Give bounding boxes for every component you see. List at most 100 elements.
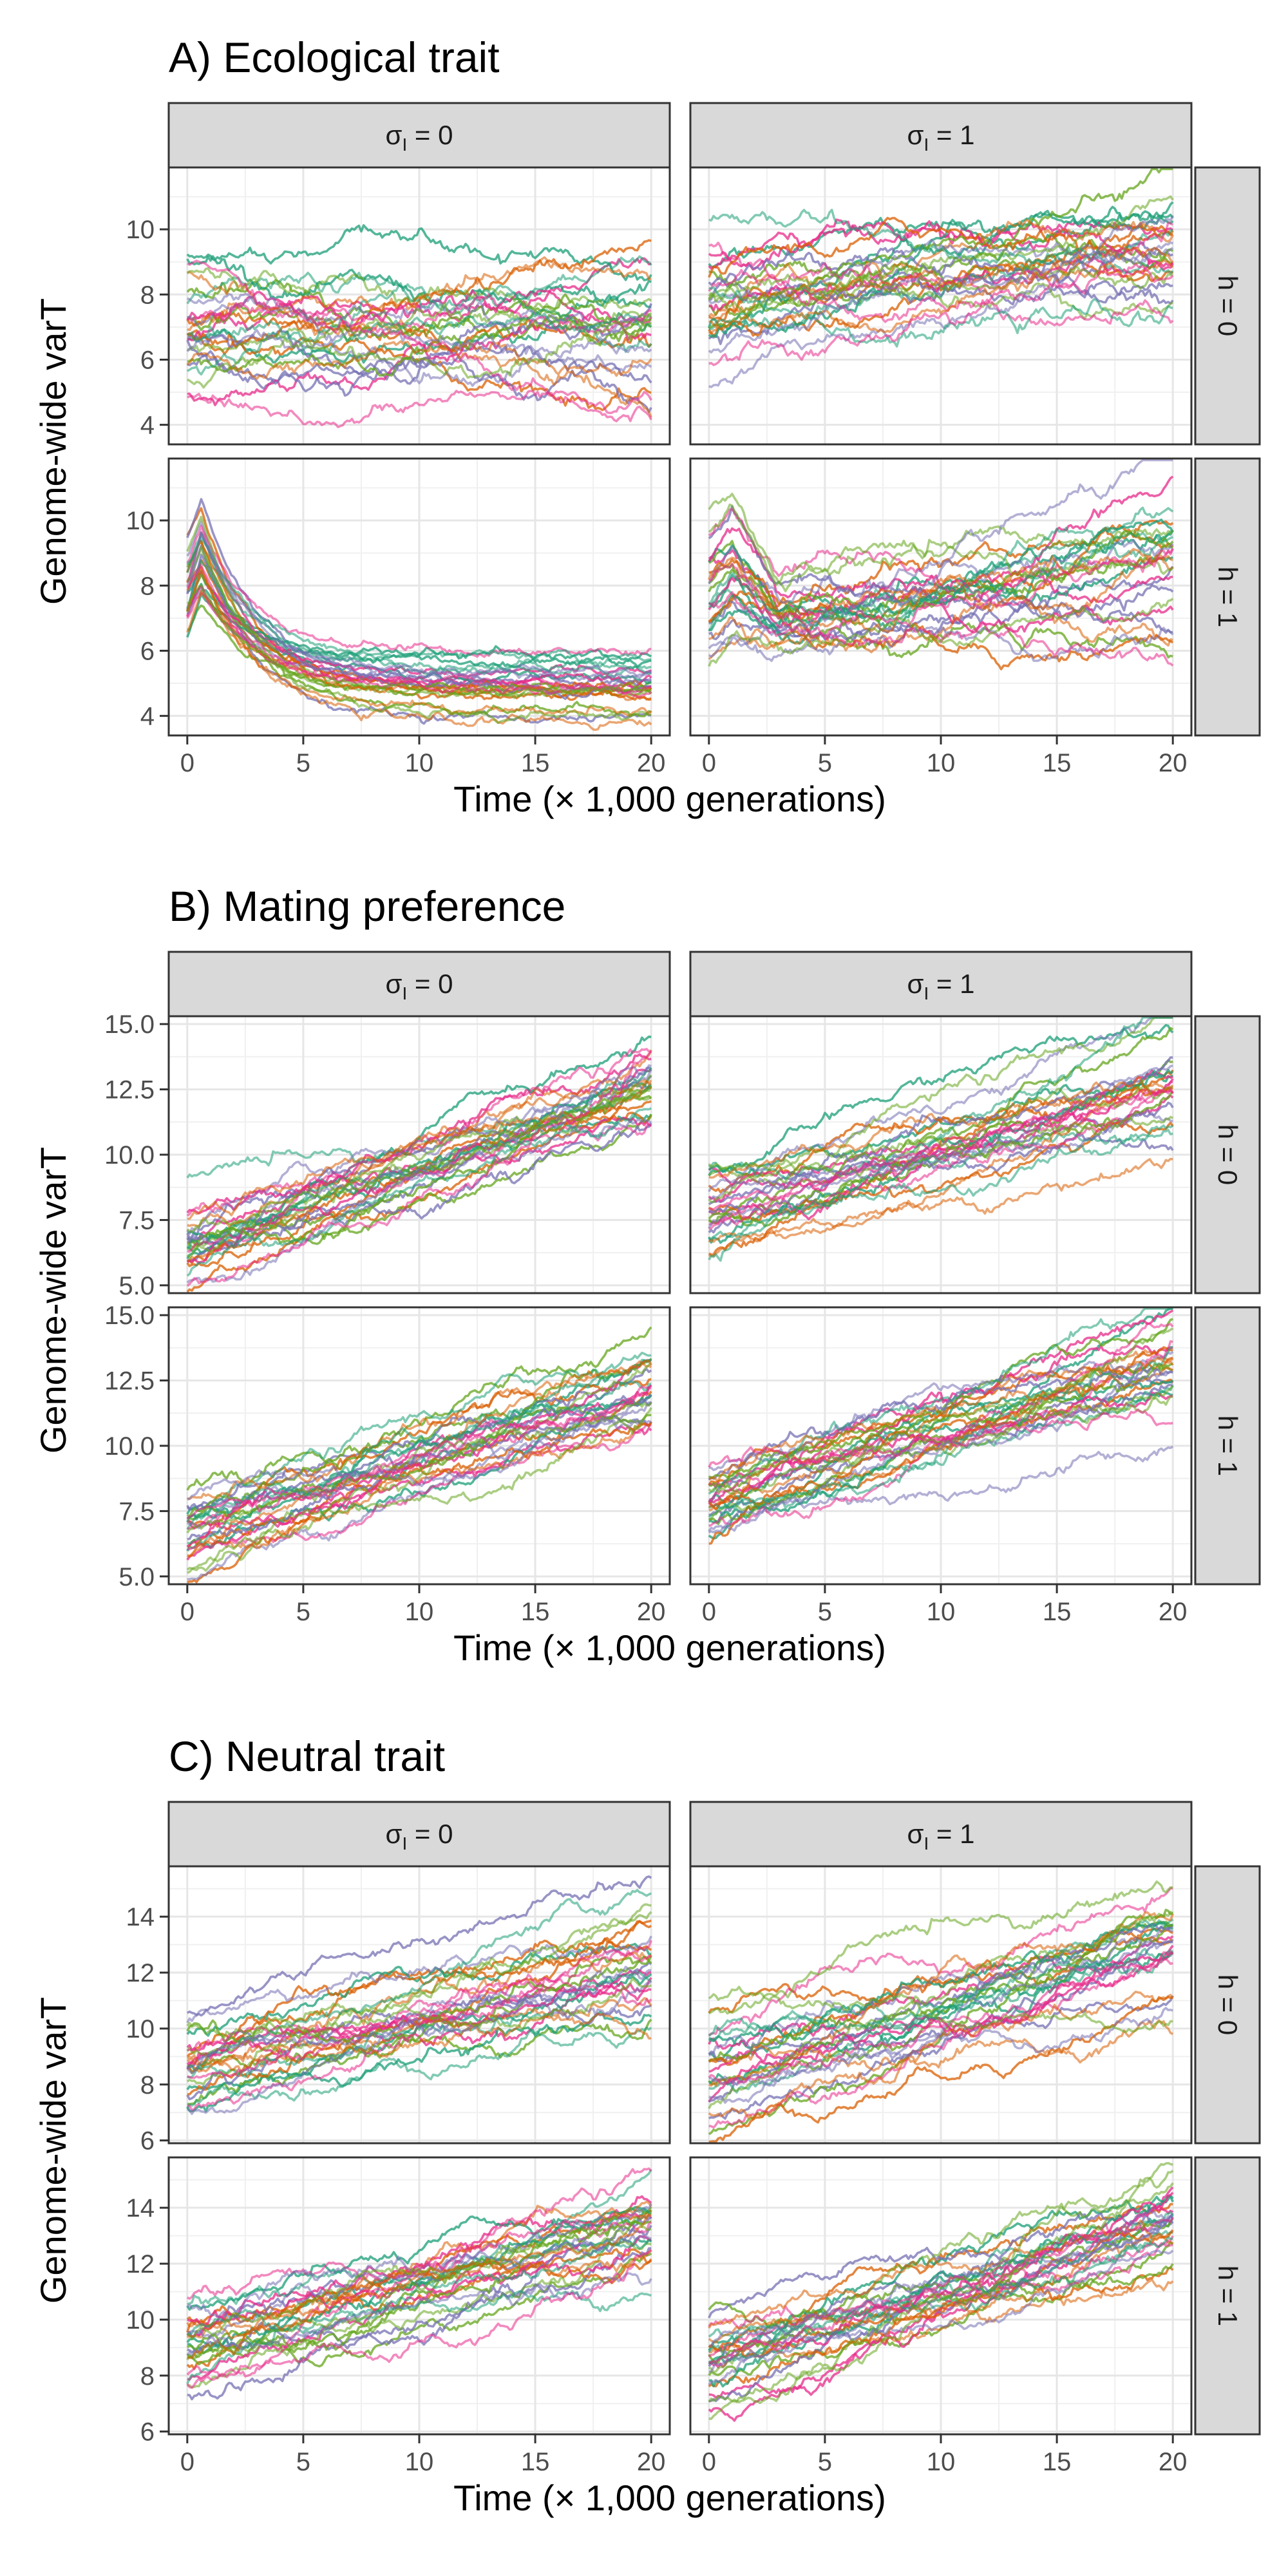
y-tick-label: 5.0 [118, 1272, 155, 1300]
series-line-replicate-28 [186, 1965, 652, 2074]
strip-top-label: σI = 0 [386, 969, 453, 1003]
series-line-replicate-27 [708, 245, 1174, 335]
series-line-replicate-20 [186, 267, 652, 313]
y-tick-label: 12.5 [104, 1367, 155, 1396]
series-line-replicate-29 [186, 2249, 652, 2378]
series-line-replicate-29 [708, 1951, 1174, 2085]
x-tick-label: 5 [296, 1598, 310, 1626]
panel-border [689, 1865, 1193, 2145]
series-group [708, 167, 1174, 388]
y-axis-label: Genome-wide varT [33, 1997, 73, 2304]
series-line-replicate-30 [186, 2220, 652, 2340]
series-line-replicate-10 [186, 300, 652, 346]
series-line-replicate-23 [186, 1980, 652, 2116]
series-line-replicate-25 [708, 503, 1174, 586]
strip-right-h-0: h = 0 [1194, 1015, 1261, 1294]
series-group [708, 1880, 1174, 2143]
y-tick-label: 12 [126, 2250, 155, 2278]
series-line-replicate-11 [708, 205, 1174, 338]
panel-border [167, 1015, 671, 1294]
series-line-replicate-7 [186, 558, 652, 701]
series-line-replicate-29 [708, 548, 1174, 638]
y-tick-label: 6 [140, 346, 155, 374]
series-line-replicate-30 [186, 1977, 652, 2039]
series-line-replicate-30 [186, 1407, 652, 1572]
x-tick-label: 20 [1159, 1598, 1188, 1626]
series-line-replicate-29 [187, 1949, 652, 2079]
strip-right-label: h = 1 [1213, 2266, 1243, 2327]
section-1: A) Ecological trait Genome-wide varT σI = … [33, 33, 1261, 819]
series-line-replicate-22 [186, 565, 652, 732]
x-tick-label: 20 [637, 1598, 666, 1626]
strip-right-h-0: h = 0 [1194, 1865, 1261, 2145]
series-line-replicate-30 [708, 195, 1174, 314]
strip-right-label: h = 0 [1213, 1975, 1243, 2036]
y-tick-label: 8 [140, 572, 155, 600]
series-line-replicate-25 [187, 302, 652, 353]
series-line-replicate-28 [708, 1109, 1173, 1193]
panel-h1-sigma0: 0 5 10 15 20 [167, 2156, 671, 2476]
x-tick-label: 10 [405, 2448, 434, 2476]
y-axis-label: Genome-wide varT [33, 1147, 73, 1454]
series-line-replicate-28 [187, 1418, 652, 1501]
series-line-replicate-18 [186, 1935, 652, 2023]
y-tick-label: 4 [140, 412, 155, 440]
y-tick-label: 7.5 [118, 1497, 155, 1526]
panel-h0-sigma1 [689, 166, 1193, 446]
series-line-replicate-23 [708, 241, 1174, 388]
panel-h0-sigma0 [167, 166, 671, 446]
series-line-replicate-29 [708, 1408, 1173, 1468]
series-line-replicate-21 [187, 1351, 652, 1545]
series-line-replicate-6 [186, 253, 652, 308]
strip-right-h-1: h = 1 [1194, 2156, 1261, 2436]
series-line-replicate-8 [708, 584, 1174, 641]
series-line-replicate-20 [708, 1880, 1173, 2015]
series-line-replicate-26 [186, 1889, 652, 2072]
x-tick-label: 20 [1159, 2448, 1188, 2476]
series-line-replicate-20 [187, 1361, 652, 1574]
strip-right-h-1: h = 1 [1194, 457, 1261, 737]
series-line-replicate-18 [708, 1016, 1173, 1200]
series-line-replicate-25 [186, 1903, 652, 2085]
y-tick-label: 10 [126, 507, 155, 535]
series-group [708, 1307, 1174, 1545]
series-group [186, 224, 652, 428]
section-2: B) Mating preference Genome-wide varT σI =… [33, 882, 1261, 1668]
strip-right-label: h = 1 [1213, 1416, 1243, 1477]
y-tick-label: 8 [140, 2071, 155, 2099]
strip-top-sigma-1: σI = 1 [689, 951, 1193, 1018]
series-line-replicate-23 [708, 1064, 1173, 1229]
y-tick-label: 10.0 [104, 1432, 155, 1461]
series-line-replicate-26 [187, 312, 652, 355]
series-line-replicate-15 [187, 1095, 652, 1248]
series-line-replicate-23 [708, 2007, 1173, 2087]
series-line-replicate-30 [708, 1115, 1174, 1177]
series-line-replicate-7 [187, 1941, 652, 2071]
series-line-replicate-2 [708, 1927, 1173, 2014]
y-tick-label: 5.0 [118, 1563, 155, 1591]
strip-top-label: σI = 1 [907, 969, 975, 1003]
x-tick-label: 5 [296, 2448, 310, 2476]
series-line-replicate-17 [708, 2233, 1174, 2358]
y-tick-label: 10 [126, 2306, 155, 2334]
y-tick-label: 4 [140, 703, 155, 731]
strip-top-sigma-0: σI = 0 [167, 951, 671, 1018]
series-line-replicate-29 [187, 260, 652, 422]
y-tick-label: 8 [140, 281, 155, 309]
series-line-replicate-27 [708, 547, 1173, 650]
series-group [186, 1035, 652, 1293]
x-tick-label: 10 [405, 1598, 434, 1626]
strip-right-label: h = 0 [1213, 276, 1243, 337]
panel-h0-sigma0 [167, 1865, 671, 2145]
panel-h1-sigma1: 0 5 10 15 20 [689, 2156, 1193, 2476]
series-line-replicate-19 [708, 1340, 1173, 1501]
series-line-replicate-30 [186, 583, 652, 698]
y-tick-label: 6 [140, 2418, 155, 2447]
strip-right-label: h = 1 [1213, 567, 1243, 628]
y-tick-label: 15.0 [104, 1010, 155, 1039]
x-tick-label: 15 [521, 749, 550, 777]
series-line-replicate-27 [187, 2012, 652, 2073]
series-group [186, 498, 652, 732]
series-line-replicate-25 [186, 2210, 652, 2361]
x-tick-label: 15 [1043, 1598, 1072, 1626]
